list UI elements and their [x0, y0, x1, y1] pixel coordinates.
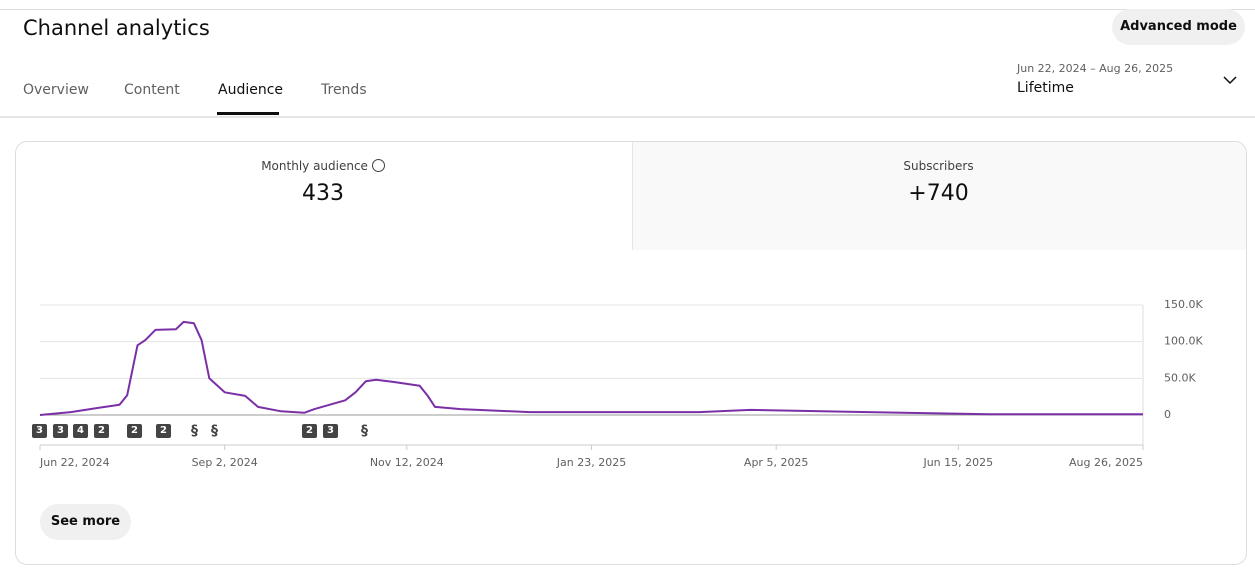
video-marker[interactable]: 2 [94, 424, 109, 438]
video-marker[interactable]: 2 [127, 424, 142, 438]
clock-icon [371, 159, 385, 172]
video-marker[interactable]: 2 [156, 424, 171, 438]
shorts-icon[interactable]: § [211, 423, 218, 439]
y-tick-label: 50.0K [1164, 371, 1196, 384]
shorts-icon[interactable]: § [361, 423, 368, 439]
page-title: Channel analytics [23, 16, 210, 40]
y-tick-label: 150.0K [1164, 298, 1203, 311]
shorts-icon[interactable]: § [191, 423, 198, 439]
chart: 0 50.0K 100.0K 150.0K Jun 22, 2024 Sep 2, 202… [39, 298, 1203, 469]
card-value: 433 [302, 181, 344, 206]
video-marker[interactable]: 3 [32, 424, 47, 438]
tab[interactable]: Trends [321, 82, 367, 98]
x-tick-label: Aug 26, 2025 [1069, 456, 1143, 469]
x-tick-label: Jun 15, 2025 [922, 456, 993, 469]
video-marker[interactable]: 3 [323, 424, 338, 438]
dropdown-icon[interactable] [1222, 74, 1238, 86]
video-marker[interactable]: 2 [302, 424, 317, 438]
x-tick-label: Apr 5, 2025 [744, 456, 809, 469]
header-rule [0, 116, 1255, 118]
line [39, 320, 1143, 416]
tab-active[interactable]: Audience [218, 82, 284, 98]
tab[interactable]: Content [124, 82, 180, 98]
x-tick-label: Jun 22, 2024 [39, 456, 110, 469]
date-range: Jun 22, 2024 – Aug 26, 2025 [1017, 62, 1174, 75]
x-tick-label: Jan 23, 2025 [556, 456, 626, 469]
subscribers-panel[interactable] [632, 142, 1246, 250]
see-more-button[interactable]: See more [40, 504, 131, 540]
top-rule [0, 9, 1255, 10]
y-tick-label: 0 [1164, 408, 1171, 421]
card-label-text: Monthly audience [261, 159, 368, 173]
x-tick-label: Nov 12, 2024 [370, 456, 444, 469]
card-label: Monthly audience [15, 159, 631, 173]
video-marker[interactable]: 4 [73, 424, 88, 438]
video-marker[interactable]: 3 [53, 424, 68, 438]
card-value: +740 [908, 181, 969, 206]
tab[interactable]: Overview [23, 82, 89, 98]
advanced-mode-button[interactable]: Advanced mode [1112, 9, 1245, 45]
x-tick-label: Sep 2, 2024 [192, 456, 258, 469]
tab-underline [217, 112, 279, 115]
card [15, 141, 1247, 565]
card-label: Subscribers [903, 159, 974, 173]
period[interactable]: Lifetime [1017, 80, 1074, 96]
y-tick-label: 100.0K [1164, 335, 1203, 348]
